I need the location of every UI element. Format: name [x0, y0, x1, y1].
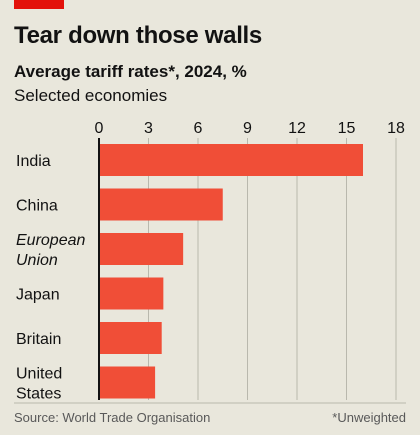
category-label: China: [16, 198, 58, 215]
category-label: United: [16, 366, 62, 383]
category-label: Japan: [16, 287, 60, 304]
brand-accent-bar: [14, 0, 64, 9]
bar: [99, 366, 156, 399]
x-tick-label: 15: [338, 120, 356, 137]
bar: [99, 233, 184, 265]
bar: [99, 144, 363, 176]
category-label: Britain: [16, 331, 61, 348]
x-tick-label: 9: [243, 120, 252, 137]
bar: [99, 277, 164, 310]
x-tick-label: 0: [95, 120, 104, 137]
category-label: Union: [16, 252, 58, 269]
category-label: States: [16, 386, 61, 403]
category-label: India: [16, 153, 51, 170]
x-tick-label: 6: [194, 120, 203, 137]
footnote: *Unweighted: [332, 410, 406, 425]
bar: [99, 188, 223, 221]
bar: [99, 322, 162, 354]
chart-subtitle: Average tariff rates*, 2024, %: [14, 62, 247, 81]
chart-title: Tear down those walls: [14, 22, 262, 49]
x-tick-label: 3: [144, 120, 153, 137]
category-label: European: [16, 232, 85, 249]
x-tick-label: 12: [288, 120, 306, 137]
source-note: Source: World Trade Organisation: [14, 410, 211, 425]
chart-subsubtitle: Selected economies: [14, 86, 168, 105]
x-tick-label: 18: [387, 120, 405, 137]
